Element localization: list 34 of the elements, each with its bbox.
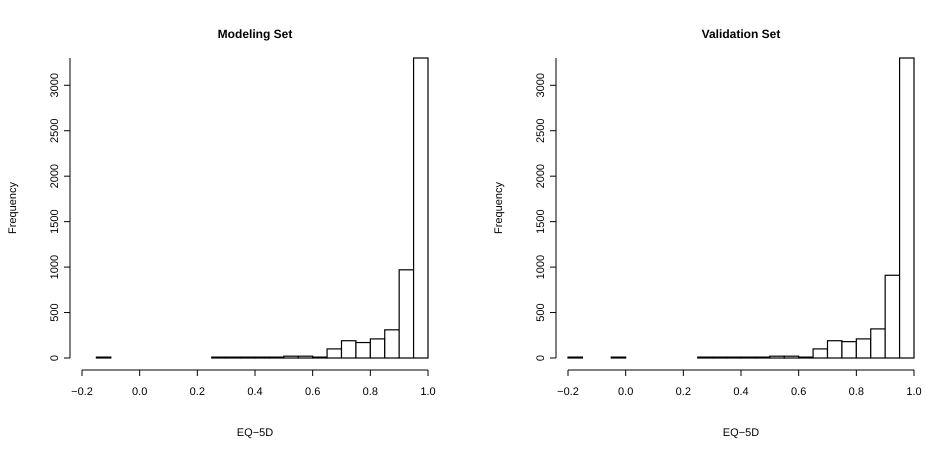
y-tick-label: 2500 — [535, 118, 547, 143]
chart-title: Modeling Set — [218, 27, 292, 41]
x-tick-label: 0.2 — [190, 386, 205, 398]
y-tick-label: 500 — [49, 303, 61, 322]
y-tick-label: 1500 — [49, 209, 61, 234]
y-tick-label: 2000 — [535, 164, 547, 188]
x-tick-label: 0.6 — [791, 386, 806, 398]
x-tick-label: 1.0 — [906, 386, 922, 398]
x-tick-label: 0.8 — [362, 386, 378, 398]
y-axis-title: Frequency — [493, 182, 505, 234]
chart-title: Validation Set — [702, 27, 780, 41]
y-tick-label: 2000 — [49, 164, 61, 188]
x-tick-label: 0.2 — [676, 386, 691, 398]
y-tick-label: 3000 — [535, 73, 547, 98]
x-tick-label: 0.0 — [132, 386, 148, 398]
y-axis-title: Frequency — [7, 182, 19, 234]
x-tick-label: 0.4 — [247, 386, 263, 398]
x-tick-label: −0.2 — [71, 386, 93, 398]
x-axis-title: EQ−5D — [236, 427, 274, 439]
x-tick-label: 0.6 — [305, 386, 320, 398]
y-tick-label: 0 — [535, 354, 547, 362]
x-tick-label: 1.0 — [420, 386, 436, 398]
y-tick-label: 1500 — [535, 209, 547, 234]
y-tick-label: 1000 — [49, 254, 61, 280]
x-tick-label: −0.2 — [557, 386, 579, 398]
x-tick-label: 0.8 — [848, 386, 864, 398]
y-tick-label: 0 — [49, 354, 61, 362]
y-tick-label: 1000 — [535, 254, 547, 280]
x-tick-label: 0.0 — [618, 386, 634, 398]
y-tick-label: 500 — [535, 303, 547, 322]
x-tick-label: 0.4 — [733, 386, 749, 398]
y-tick-label: 2500 — [49, 118, 61, 143]
x-axis-title: EQ−5D — [722, 427, 760, 439]
y-tick-label: 3000 — [49, 73, 61, 98]
